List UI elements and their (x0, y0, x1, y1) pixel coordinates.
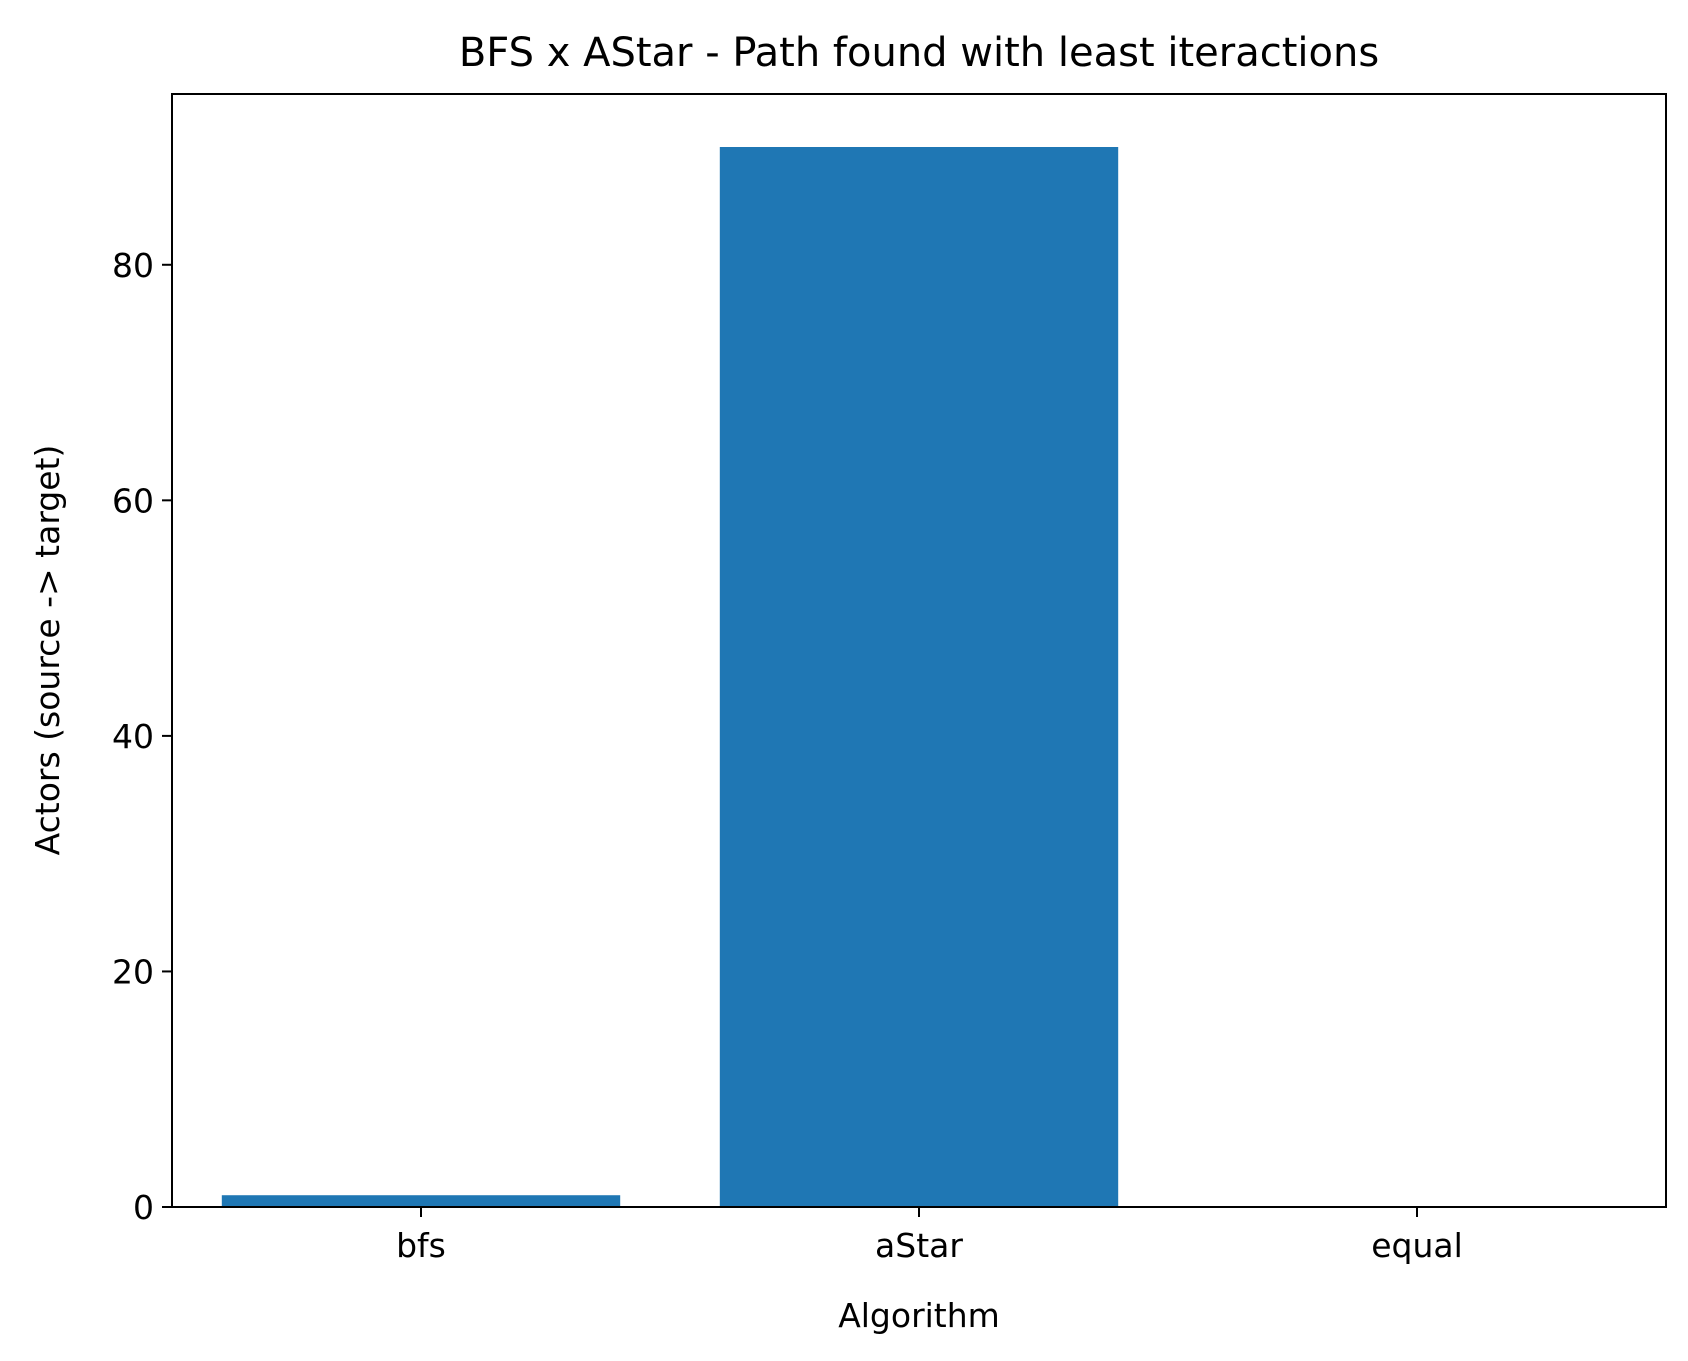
y-tick-label-60: 60 (112, 481, 154, 520)
bar-aStar (719, 147, 1119, 1207)
bars-group (221, 147, 1119, 1207)
x-tick-label-bfs: bfs (396, 1226, 446, 1265)
chart-title: BFS x AStar - Path found with least iter… (459, 30, 1379, 76)
y-tick-label-80: 80 (112, 246, 154, 285)
plot-frame (171, 93, 1667, 1208)
y-axis: 0 20 40 60 80 (112, 246, 172, 1227)
x-axis-label: Algorithm (838, 1296, 1000, 1335)
x-axis: bfs aStar equal (396, 1207, 1463, 1265)
y-axis-label: Actors (source -> target) (28, 445, 67, 856)
x-tick-label-equal: equal (1371, 1226, 1463, 1265)
x-tick-label-aStar: aStar (875, 1226, 963, 1265)
bar-bfs (221, 1195, 621, 1207)
y-tick-label-0: 0 (133, 1188, 154, 1227)
y-tick-label-40: 40 (112, 717, 154, 756)
y-tick-label-20: 20 (112, 952, 154, 991)
